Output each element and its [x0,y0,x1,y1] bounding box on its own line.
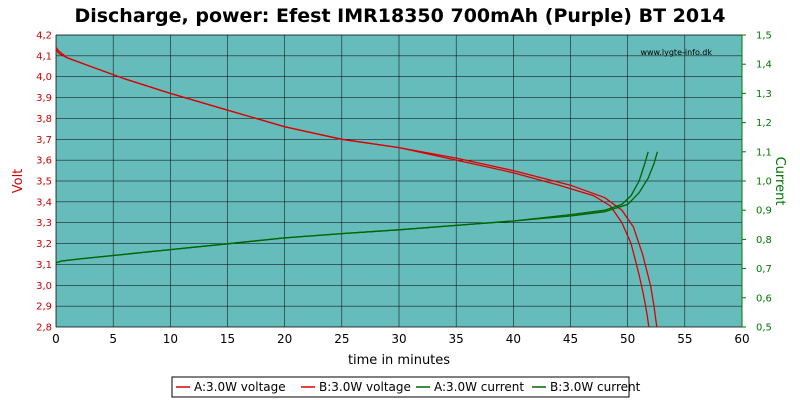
y-left-tick-label: 3,2 [36,239,52,250]
left-axis-ticks: 2,8 2,9 3,0 3,1 3,2 3,3 3,4 3,5 3,6 3,7 3,8 3,9 4,0 4… [36,31,52,334]
y-right-tick-label: 1,2 [756,118,772,129]
y-right-tick-label: 1,3 [756,89,772,100]
x-axis-label: time in minutes [348,353,450,368]
grid-lines [55,34,743,328]
series-line-3 [56,151,659,264]
legend: A:3.0W voltage B:3.0W voltage A:3.0W curre… [171,376,641,398]
y-left-tick-label: 3,5 [36,177,52,188]
right-axis-ticks: 0,5 0,6 0,7 0,8 0,9 1,0 1,1 1,2 1,3 1,4 1,5 [741,31,772,334]
x-tick-label: 50 [620,332,635,346]
y-left-tick-label: 4,1 [36,51,52,62]
y-left-tick-label: 2,8 [36,323,52,334]
x-tick-label: 10 [163,332,178,346]
y-left-tick-label: 3,1 [36,260,52,271]
y-left-tick-label: 3,0 [36,281,52,292]
y-right-tick-label: 1,0 [756,177,772,188]
x-tick-label: 35 [449,332,464,346]
chart-title: Discharge, power: Efest IMR18350 700mAh … [74,5,725,27]
y-right-tick-label: 0,6 [756,293,772,304]
y-right-tick-label: 0,8 [756,235,772,246]
x-tick-label: 55 [677,332,692,346]
y-left-tick-label: 4,0 [36,72,52,83]
y-left-tick-label: 3,9 [36,93,52,104]
y-right-tick-label: 0,9 [756,206,772,217]
x-tick-label: 30 [391,332,406,346]
series-layer [56,47,659,327]
legend-entry-label: A:3.0W voltage [194,380,286,394]
legend-entry-label: B:3.0W current [550,380,641,394]
y-left-tick-label: 3,7 [36,135,52,146]
y-left-tick-label: 2,9 [36,302,52,313]
x-tick-label: 20 [277,332,292,346]
y-right-tick-label: 0,5 [756,323,772,334]
series-line-1 [56,49,658,327]
x-tick-label: 25 [334,332,349,346]
legend-box [171,376,630,398]
x-tick-label: 5 [109,332,117,346]
legend-entry-label: A:3.0W current [434,380,524,394]
y-right-tick-label: 1,4 [756,60,772,71]
y-left-tick-label: 4,2 [36,31,52,42]
y-left-tick-label: 3,3 [36,218,52,229]
x-tick-label: 0 [52,332,60,346]
y-right-tick-label: 1,5 [756,31,772,42]
y-axis-right-label: Current [772,157,787,206]
legend-entry-label: B:3.0W voltage [319,380,411,394]
x-tick-label: 15 [220,332,235,346]
y-right-tick-label: 1,1 [756,147,772,158]
y-axis-left-label: Volt [11,169,26,194]
y-right-tick-label: 0,7 [756,264,772,275]
x-tick-label: 60 [734,332,749,346]
x-tick-label: 45 [563,332,578,346]
x-tick-label: 40 [506,332,521,346]
y-left-tick-label: 3,6 [36,156,52,167]
watermark: www.lygte-info.dk [640,48,712,57]
y-left-tick-label: 3,4 [36,197,52,208]
y-left-tick-label: 3,8 [36,114,52,125]
x-axis-ticks: 0 5 10 15 20 25 30 35 40 45 50 55 60 [52,332,749,346]
